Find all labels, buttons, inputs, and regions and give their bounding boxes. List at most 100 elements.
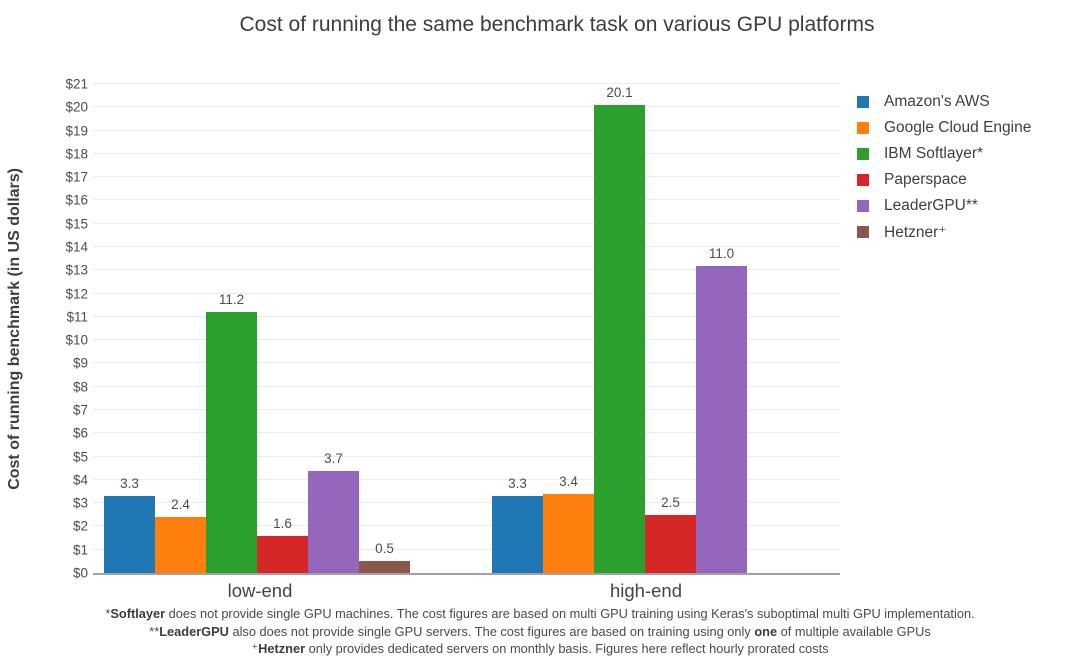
legend-label: Amazon's AWS <box>884 93 990 110</box>
bar-ibm-softlayer-low-end <box>206 312 257 573</box>
footnote-text: does not provide single GPU machines. Th… <box>165 606 975 621</box>
y-tick-label: $14 <box>65 239 88 255</box>
bar-paperspace-high-end <box>645 514 696 573</box>
legend-item-amazon-s-aws: Amazon's AWS <box>857 89 1031 115</box>
y-tick-label: $8 <box>72 379 88 395</box>
footnote-text: * <box>105 606 111 621</box>
legend-item-paperspace: Paperspace <box>857 167 1031 193</box>
bar-ibm-softlayer-high-end <box>594 104 645 573</box>
gridline <box>93 269 840 271</box>
bar-value-label: 3.4 <box>559 473 578 489</box>
gridline <box>93 385 840 387</box>
gridline <box>93 525 840 527</box>
gridline <box>93 199 840 201</box>
bar-value-label: 0.5 <box>375 541 394 557</box>
gridline <box>93 409 840 410</box>
legend-swatch <box>857 226 869 238</box>
bar-value-label: 1.6 <box>273 515 292 531</box>
gridline <box>93 246 840 247</box>
gridline <box>93 502 840 504</box>
y-tick-label: $9 <box>72 355 88 371</box>
bar-amazon-s-aws-low-end <box>104 496 155 573</box>
legend-swatch <box>857 200 869 212</box>
bar-paperspace-low-end <box>257 535 308 573</box>
legend-label: LeaderGPU** <box>884 197 978 214</box>
y-tick-label: $19 <box>65 123 88 139</box>
bar-leadergpu-high-end <box>696 265 747 573</box>
y-tick-label: $6 <box>72 425 88 441</box>
y-tick-label: $16 <box>65 192 88 208</box>
gridline <box>93 222 840 224</box>
bar-google-cloud-engine-high-end <box>543 493 594 573</box>
legend-label: IBM Softlayer* <box>884 145 984 162</box>
footnote: **LeaderGPU also does not provide single… <box>0 623 1080 641</box>
gridline <box>93 315 840 317</box>
legend: Amazon's AWS Google Cloud Engine IBM Softl… <box>857 89 1031 245</box>
legend-swatch <box>857 96 869 108</box>
plot-area: 3.3 2.4 11.2 1.6 3.7 0.5 3.3 3.4 20.1 2.5 11.0 <box>93 83 840 575</box>
y-tick-label: $7 <box>72 402 88 418</box>
footnote-text: ** <box>149 623 160 639</box>
y-axis-title-text: Cost of running benchmark (in US dollars… <box>6 167 23 490</box>
legend-item-hetzner: Hetzner⁺ <box>857 219 1031 245</box>
y-axis: $0 $1 $2 $3 $4 $5 $6 $7 $8 $9 $10 $11 $12 $13 $14 $15 $1… <box>28 77 88 581</box>
bar-value-label: 2.4 <box>171 497 190 513</box>
footnote-text: only provides dedicated servers on month… <box>305 641 829 657</box>
bar-value-label: 3.7 <box>324 450 343 466</box>
y-axis-title: Cost of running benchmark (in US dollars… <box>2 84 28 573</box>
y-tick-label: $12 <box>65 286 88 302</box>
gridline <box>93 83 840 84</box>
y-tick-label: $21 <box>65 76 88 92</box>
footnote-text: Softlayer <box>110 606 166 621</box>
y-tick-label: $11 <box>66 309 88 325</box>
footnote-text: also does not provide single GPU servers… <box>228 623 755 639</box>
bar-value-label: 11.0 <box>708 245 735 261</box>
y-tick-label: $10 <box>65 332 88 348</box>
y-tick-label: $17 <box>65 169 88 185</box>
gridline <box>93 129 840 131</box>
gridline <box>93 176 840 178</box>
gridline <box>93 362 840 364</box>
footnotes: *Softlayer does not provide single GPU m… <box>0 605 1080 658</box>
y-tick-label: $3 <box>72 495 88 511</box>
gridline <box>93 548 840 550</box>
y-tick-label: $20 <box>65 99 88 115</box>
legend-label: Google Cloud Engine <box>884 119 1032 136</box>
legend-label: Hetzner⁺ <box>884 223 947 241</box>
gridline <box>93 106 840 108</box>
y-tick-label: $13 <box>65 262 88 278</box>
bar-value-label: 11.2 <box>218 292 245 308</box>
gridline <box>93 478 840 480</box>
bar-hetzner-low-end <box>359 561 410 573</box>
legend-swatch <box>857 122 869 134</box>
y-tick-label: $5 <box>72 449 88 465</box>
footnote-text: Hetzner <box>258 641 306 657</box>
gridline <box>93 292 840 294</box>
footnote-text: ⁺ <box>251 641 259 657</box>
legend-swatch <box>857 174 869 186</box>
x-axis: low-end high-end <box>93 580 840 604</box>
y-tick-label: $1 <box>72 542 88 558</box>
bar-value-label: 3.3 <box>120 476 139 492</box>
legend-label: Paperspace <box>884 171 967 188</box>
bar-google-cloud-engine-low-end <box>155 517 206 573</box>
chart-title: Cost of running the same benchmark task … <box>239 13 875 36</box>
bar-leadergpu-low-end <box>308 470 359 573</box>
bar-value-label: 2.5 <box>661 494 680 510</box>
bar-value-label: 20.1 <box>606 84 633 100</box>
footnote: *Softlayer does not provide single GPU m… <box>0 605 1080 623</box>
y-tick-label: $15 <box>65 216 88 232</box>
y-tick-label: $2 <box>72 518 88 534</box>
footnote: ⁺Hetzner only provides dedicated servers… <box>0 640 1080 658</box>
legend-item-leadergpu: LeaderGPU** <box>857 193 1031 219</box>
gridline <box>93 455 840 457</box>
bar-amazon-s-aws-high-end <box>492 496 543 573</box>
x-category-label-low-end: low-end <box>227 580 293 601</box>
gridline <box>93 432 840 434</box>
footnote-text: one <box>754 623 778 639</box>
gridline <box>93 339 840 341</box>
y-tick-label: $0 <box>72 565 88 581</box>
footnote-text: LeaderGPU <box>159 623 229 639</box>
legend-item-ibm-softlayer: IBM Softlayer* <box>857 141 1031 167</box>
